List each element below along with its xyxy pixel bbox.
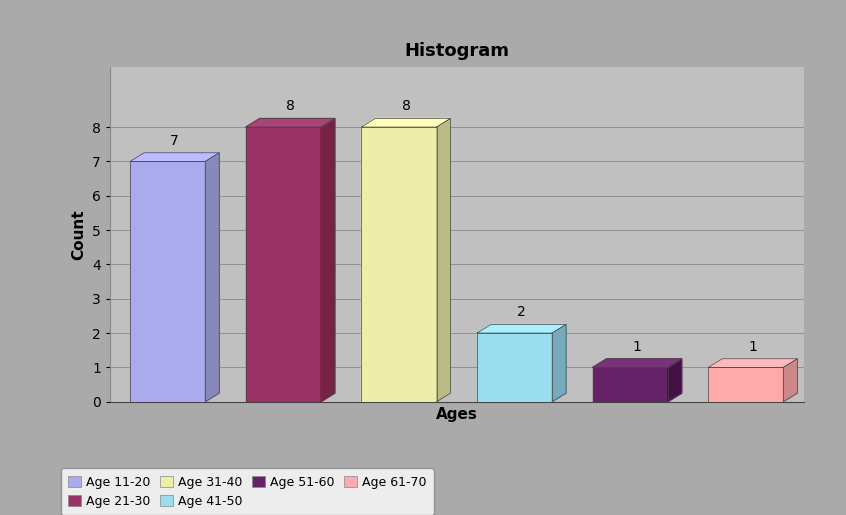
Polygon shape — [477, 333, 552, 402]
Polygon shape — [477, 324, 566, 333]
Text: 7: 7 — [170, 133, 179, 148]
Polygon shape — [130, 153, 219, 161]
Polygon shape — [361, 118, 450, 127]
Polygon shape — [593, 359, 682, 367]
Polygon shape — [708, 359, 797, 367]
Polygon shape — [667, 359, 682, 402]
Text: 1: 1 — [749, 339, 757, 354]
Polygon shape — [783, 359, 797, 402]
X-axis label: Ages: Ages — [436, 407, 478, 422]
Polygon shape — [246, 127, 321, 402]
Text: 1: 1 — [633, 339, 641, 354]
Polygon shape — [130, 161, 206, 402]
Polygon shape — [708, 367, 783, 402]
Polygon shape — [361, 127, 437, 402]
Y-axis label: Count: Count — [72, 209, 86, 260]
Title: Histogram: Histogram — [404, 42, 509, 60]
Text: 8: 8 — [286, 99, 294, 113]
Legend: Age 11-20, Age 21-30, Age 31-40, Age 41-50, Age 51-60, Age 61-70: Age 11-20, Age 21-30, Age 31-40, Age 41-… — [61, 468, 434, 515]
Text: 2: 2 — [517, 305, 526, 319]
Polygon shape — [437, 118, 450, 402]
Polygon shape — [321, 118, 335, 402]
Polygon shape — [593, 367, 667, 402]
Text: 8: 8 — [402, 99, 410, 113]
Polygon shape — [246, 118, 335, 127]
Polygon shape — [206, 153, 219, 402]
Polygon shape — [552, 324, 566, 402]
